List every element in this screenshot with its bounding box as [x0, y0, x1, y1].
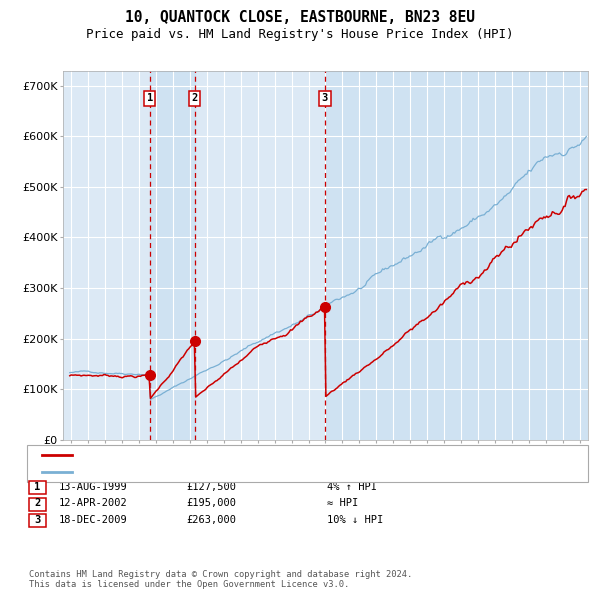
Text: £263,000: £263,000: [186, 515, 236, 525]
Text: 13-AUG-1999: 13-AUG-1999: [59, 482, 128, 491]
Text: Price paid vs. HM Land Registry's House Price Index (HPI): Price paid vs. HM Land Registry's House …: [86, 28, 514, 41]
Text: 18-DEC-2009: 18-DEC-2009: [59, 515, 128, 525]
Text: HPI: Average price, detached house, Eastbourne: HPI: Average price, detached house, East…: [76, 467, 352, 477]
Text: 10, QUANTOCK CLOSE, EASTBOURNE, BN23 8EU (detached house): 10, QUANTOCK CLOSE, EASTBOURNE, BN23 8EU…: [76, 450, 418, 460]
Text: 2: 2: [191, 93, 198, 103]
Text: 10% ↓ HPI: 10% ↓ HPI: [327, 515, 383, 525]
Text: 3: 3: [34, 515, 40, 525]
Text: 12-APR-2002: 12-APR-2002: [59, 499, 128, 508]
Bar: [150, 71, 195, 440]
Text: 4% ↑ HPI: 4% ↑ HPI: [327, 482, 377, 491]
Text: Contains HM Land Registry data © Crown copyright and database right 2024.
This d: Contains HM Land Registry data © Crown c…: [29, 570, 412, 589]
Text: 1: 1: [34, 482, 40, 491]
Text: 10, QUANTOCK CLOSE, EASTBOURNE, BN23 8EU: 10, QUANTOCK CLOSE, EASTBOURNE, BN23 8EU: [125, 10, 475, 25]
Text: 3: 3: [322, 93, 328, 103]
Text: 1: 1: [146, 93, 153, 103]
Text: £127,500: £127,500: [186, 482, 236, 491]
Bar: [325, 71, 588, 440]
Text: £195,000: £195,000: [186, 499, 236, 508]
Text: ≈ HPI: ≈ HPI: [327, 499, 358, 508]
Text: 2: 2: [34, 499, 40, 508]
